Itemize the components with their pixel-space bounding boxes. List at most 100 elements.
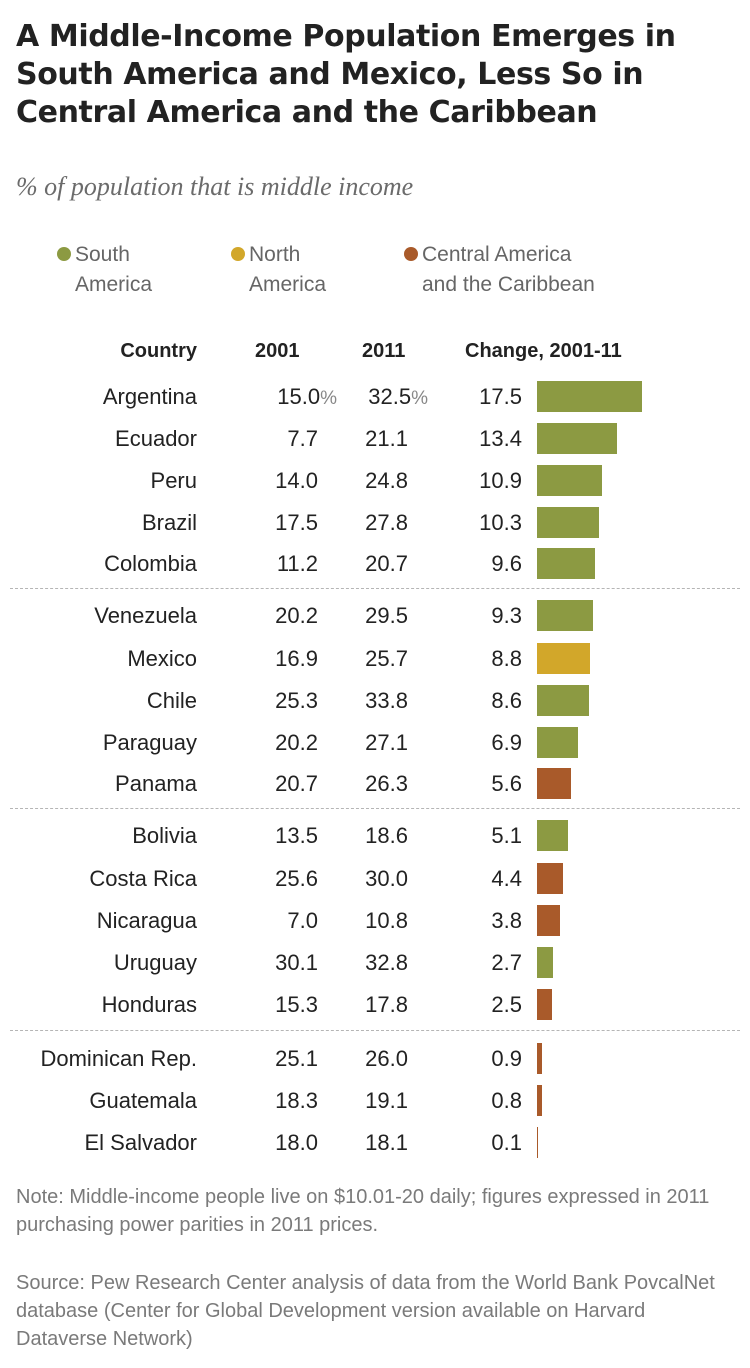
- change-label: 5.6: [491, 771, 522, 796]
- value-2001: 25.1: [275, 1046, 318, 1071]
- value-2001: 15.0%: [277, 384, 337, 409]
- value-2011: 25.7: [365, 646, 408, 671]
- change-bar: [537, 1085, 542, 1116]
- change-bar: [537, 1043, 543, 1074]
- country-label: Costa Rica: [89, 866, 197, 891]
- table-row-brazil: Brazil 17.5 27.8 10.3: [0, 503, 750, 545]
- value-2011: 29.5: [365, 603, 408, 628]
- column-header-2001: 2001: [255, 340, 300, 362]
- value-2011: 26.0: [365, 1046, 408, 1071]
- value-2011: 20.7: [365, 551, 408, 576]
- change-bar: [537, 820, 568, 851]
- value-2001: 16.9: [275, 646, 318, 671]
- column-header-change: Change, 2001-11: [465, 340, 622, 362]
- table-row-chile: Chile 25.3 33.8 8.6: [0, 681, 750, 723]
- value-2001: 18.0: [275, 1130, 318, 1155]
- change-bar: [537, 423, 618, 454]
- group-divider: [10, 808, 740, 809]
- change-bar: [537, 768, 571, 799]
- value-2011: 21.1: [365, 426, 408, 451]
- change-label: 8.6: [491, 688, 522, 713]
- change-label: 9.3: [491, 603, 522, 628]
- value-2001: 30.1: [275, 950, 318, 975]
- country-label: Chile: [146, 688, 197, 713]
- country-label: Bolivia: [132, 823, 197, 848]
- value-2011: 19.1: [365, 1088, 408, 1113]
- table-row-guatemala: Guatemala 18.3 19.1 0.8: [0, 1081, 750, 1123]
- value-2001: 20.2: [275, 603, 318, 628]
- change-bar: [537, 1127, 538, 1158]
- value-2011: 18.6: [365, 823, 408, 848]
- table-row-honduras: Honduras 15.3 17.8 2.5: [0, 985, 750, 1027]
- value-2011: 33.8: [365, 688, 408, 713]
- table-row-paraguay: Paraguay 20.2 27.1 6.9: [0, 723, 750, 765]
- country-label: Dominican Rep.: [40, 1046, 197, 1071]
- change-label: 10.9: [479, 468, 522, 493]
- value-2001: 11.2: [276, 551, 318, 576]
- change-bar: [537, 727, 579, 758]
- change-label: 4.4: [491, 866, 522, 891]
- chart-title: A Middle-Income Population Emerges in So…: [16, 19, 676, 130]
- change-label: 17.5: [479, 384, 522, 409]
- table-row-costa-rica: Costa Rica 25.6 30.0 4.4: [0, 859, 750, 901]
- change-label: 6.9: [491, 730, 522, 755]
- value-2011: 26.3: [365, 771, 408, 796]
- value-2011: 30.0: [365, 866, 408, 891]
- change-label: 8.8: [491, 646, 522, 671]
- value-2001: 20.7: [275, 771, 318, 796]
- legend-label: North America: [249, 243, 327, 296]
- change-bar: [537, 643, 590, 674]
- value-2011: 32.8: [365, 950, 408, 975]
- change-label: 0.9: [491, 1046, 522, 1071]
- country-label: Panama: [115, 771, 197, 796]
- footnote: Note: Middle-income people live on $10.0…: [16, 1186, 710, 1236]
- source-note: Source: Pew Research Center analysis of …: [16, 1272, 715, 1350]
- value-2011: 32.5%: [368, 384, 428, 409]
- country-label: Nicaragua: [96, 908, 197, 933]
- legend-label: South America: [75, 243, 153, 296]
- table-row-argentina: Argentina 15.0% 32.5% 17.5: [0, 377, 750, 419]
- change-bar: [537, 863, 564, 894]
- change-bar: [537, 507, 599, 538]
- legend-swatch: [57, 247, 71, 261]
- table-row-mexico: Mexico 16.9 25.7 8.8: [0, 639, 750, 681]
- country-label: El Salvador: [84, 1130, 197, 1155]
- change-label: 3.8: [491, 908, 522, 933]
- table-row-colombia: Colombia 11.2 20.7 9.6: [0, 544, 750, 586]
- change-bar: [537, 548, 595, 579]
- change-bar: [537, 905, 560, 936]
- value-2001: 17.5: [275, 510, 318, 535]
- column-header-country: Country: [120, 340, 197, 362]
- change-label: 0.1: [491, 1130, 522, 1155]
- value-2001: 7.7: [287, 426, 318, 451]
- chart-subtitle: % of population that is middle income: [16, 172, 414, 201]
- value-2001: 20.2: [275, 730, 318, 755]
- change-label: 5.1: [491, 823, 522, 848]
- value-2001: 14.0: [275, 468, 318, 493]
- table-row-dominican-rep: Dominican Rep. 25.1 26.0 0.9: [0, 1039, 750, 1081]
- country-label: Uruguay: [113, 950, 197, 975]
- country-label: Venezuela: [94, 603, 197, 628]
- table-row-nicaragua: Nicaragua 7.0 10.8 3.8: [0, 901, 750, 943]
- country-label: Honduras: [101, 992, 197, 1017]
- change-bar: [537, 685, 589, 716]
- country-label: Guatemala: [89, 1088, 197, 1113]
- value-2001: 25.3: [275, 688, 318, 713]
- country-label: Mexico: [127, 646, 197, 671]
- value-2011: 27.8: [365, 510, 408, 535]
- change-bar: [537, 381, 642, 412]
- table-row-venezuela: Venezuela 20.2 29.5 9.3: [0, 596, 750, 638]
- table-row-peru: Peru 14.0 24.8 10.9: [0, 461, 750, 503]
- value-2011: 17.8: [365, 992, 408, 1017]
- value-2011: 10.8: [365, 908, 408, 933]
- legend-label: Central America and the Caribbean: [422, 243, 595, 296]
- table-row-ecuador: Ecuador 7.7 21.1 13.4: [0, 419, 750, 461]
- country-label: Colombia: [104, 551, 197, 576]
- country-label: Ecuador: [115, 426, 197, 451]
- value-2001: 13.5: [275, 823, 318, 848]
- change-label: 9.6: [491, 551, 522, 576]
- group-divider: [10, 1030, 740, 1031]
- change-bar: [537, 989, 552, 1020]
- change-label: 0.8: [491, 1088, 522, 1113]
- change-bar: [537, 947, 554, 978]
